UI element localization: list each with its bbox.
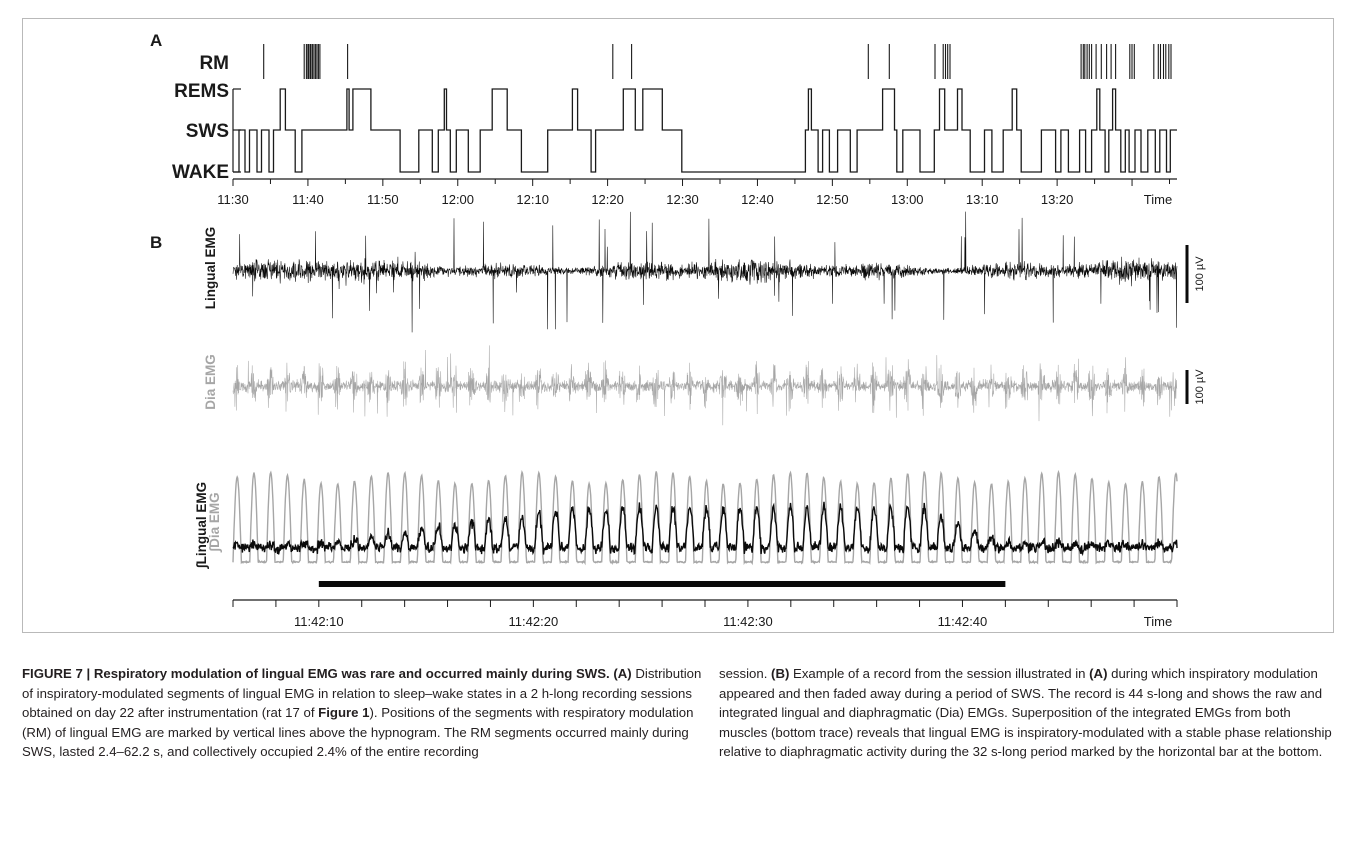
panel-a-label: A [150, 31, 162, 50]
record-tick-label: 11:42:10 [294, 614, 344, 629]
hypnogram-trace [233, 88, 1177, 173]
int-lingual-emg-label: ∫Lingual EMG [194, 482, 209, 569]
hypnogram-tick-label: 13:10 [966, 192, 999, 207]
caption-a-text-1: Distribution of inspiratory-modulated se… [22, 666, 702, 721]
record-tick-label: 11:42:30 [723, 614, 773, 629]
dia-emg-trace [232, 345, 1178, 426]
lingual-emg-label: Lingual EMG [203, 227, 218, 310]
figure-7: A RM REMS SWS WAKE 11:30 11:40 11:50 12:00 1… [150, 31, 1206, 629]
state-label-sws: SWS [186, 121, 229, 142]
dia-scale-label: 100 µV [1194, 369, 1206, 405]
caption-b-text-1: Example of a record from the session ill… [789, 666, 1090, 681]
state-label-rems: REMS [174, 81, 229, 102]
caption-title: FIGURE 7 | Respiratory modulation of lin… [22, 666, 607, 681]
modulation-period-bar [318, 581, 1006, 587]
hypnogram-tick-label: 12:20 [591, 192, 624, 207]
record-x-ticks: 11:42:10 11:42:20 11:42:30 11:42:40 [232, 600, 1178, 629]
caption-b-text-2: during which inspiratory modulation appe… [719, 666, 1332, 760]
hypnogram-tick-label: 12:10 [516, 192, 549, 207]
hypnogram-tick-label: 11:40 [292, 192, 324, 207]
caption-b-label: (B) [771, 666, 790, 681]
hypnogram-tick-label: 12:50 [816, 192, 849, 207]
rm-label: RM [199, 53, 229, 74]
lingual-emg-trace [232, 211, 1178, 333]
caption-right-column: session. (B) Example of a record from th… [719, 664, 1334, 762]
caption-figure-1-ref[interactable]: Figure 1 [318, 705, 370, 721]
hypnogram-tick-label: 11:50 [367, 192, 399, 207]
caption-title-end: . [606, 666, 610, 681]
lingual-scale-label: 100 µV [1194, 256, 1206, 292]
caption-a-label: (A) [613, 666, 632, 681]
panel-b-label: B [150, 233, 162, 252]
dia-emg-label: Dia EMG [203, 354, 218, 410]
int-dia-emg-label: ∫Dia EMG [207, 492, 222, 552]
caption-b-ref-a: (A) [1089, 666, 1108, 681]
record-time-label: Time [1144, 614, 1172, 629]
hypnogram-time-label: Time [1144, 192, 1172, 207]
caption-right-start: session. [719, 666, 772, 681]
integrated-dia-emg-trace [232, 469, 1178, 566]
hypnogram-tick-label: 13:00 [891, 192, 924, 207]
integrated-lingual-emg-trace [232, 501, 1178, 557]
hypnogram-tick-label: 12:40 [741, 192, 774, 207]
hypnogram-tick-label: 13:20 [1041, 192, 1074, 207]
hypnogram-x-ticks: 11:30 11:40 11:50 12:00 12:10 12:20 12:30 12:40… [217, 179, 1171, 207]
rm-marks [263, 44, 1172, 79]
hypnogram-tick-label: 12:00 [441, 192, 474, 207]
state-label-wake: WAKE [172, 162, 229, 183]
record-tick-label: 11:42:20 [509, 614, 559, 629]
figure-frame [22, 18, 1334, 633]
record-tick-label: 11:42:40 [938, 614, 988, 629]
caption-left-column: FIGURE 7 | Respiratory modulation of lin… [22, 664, 704, 762]
hypnogram-tick-label: 12:30 [666, 192, 699, 207]
hypnogram-tick-label: 11:30 [217, 192, 249, 207]
caption-a-text-2: ). Positions of the segments with respir… [22, 705, 694, 760]
